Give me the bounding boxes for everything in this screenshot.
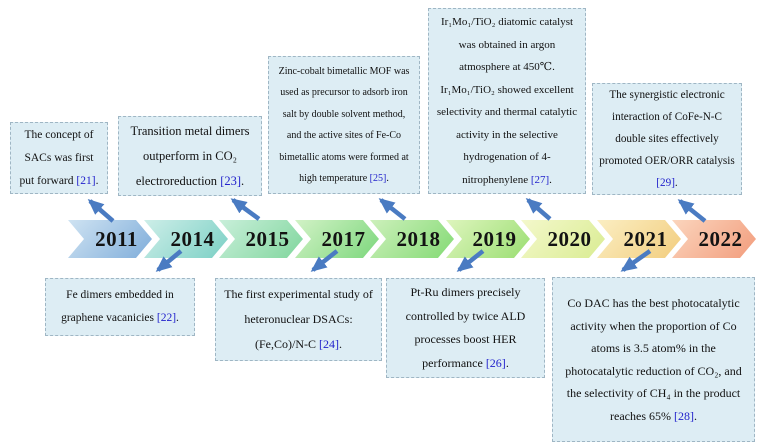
year-label: 2019 bbox=[472, 226, 517, 251]
note-co-dac: Co DAC has the best photocatalytic activ… bbox=[552, 277, 755, 442]
note-sacs-concept: The concept of SACs was first put forwar… bbox=[10, 122, 108, 194]
timeline-year-2020: 2020 bbox=[521, 220, 605, 258]
year-label: 2021 bbox=[623, 226, 668, 251]
reference-citation: [26] bbox=[485, 355, 506, 370]
reference-citation: [27] bbox=[530, 173, 550, 186]
note-text: The first experimental study of heteronu… bbox=[224, 287, 373, 351]
note-fe-dimers: Fe dimers embedded in graphene vacanicie… bbox=[45, 278, 195, 336]
note-text: . bbox=[95, 174, 99, 187]
note-text: Ir₁Mo₁/TiO₂ diatomic catalyst was obtain… bbox=[436, 16, 578, 186]
reference-citation: [24] bbox=[319, 337, 339, 351]
note-cofe-nc: The synergistic electronic interaction o… bbox=[592, 83, 742, 195]
connector-arrow-2011-up bbox=[87, 199, 115, 223]
note-text: . bbox=[505, 355, 509, 370]
connector-arrow-2022-up bbox=[677, 199, 707, 223]
year-label: 2017 bbox=[321, 226, 366, 251]
timeline-year-2019: 2019 bbox=[446, 220, 530, 258]
year-label: 2015 bbox=[245, 226, 290, 251]
note-text: . bbox=[386, 173, 389, 184]
reference-citation: [25] bbox=[369, 173, 387, 184]
note-text: Pt-Ru dimers precisely controlled by twi… bbox=[405, 285, 526, 370]
timeline-year-2022: 2022 bbox=[672, 220, 756, 258]
reference-citation: [29] bbox=[656, 177, 675, 189]
timeline-year-2011: 2011 bbox=[68, 220, 152, 258]
year-label: 2014 bbox=[170, 226, 215, 251]
note-text: . bbox=[693, 408, 697, 423]
year-label: 2020 bbox=[547, 226, 592, 251]
reference-citation: [28] bbox=[673, 408, 694, 423]
note-zinc-cobalt-mof: Zinc-cobalt bimetallic MOF was used as p… bbox=[268, 56, 420, 194]
note-transition-metal-dimers: Transition metal dimers outperform in CO… bbox=[118, 116, 262, 196]
note-text: . bbox=[674, 177, 678, 189]
note-text: Fe dimers embedded in graphene vacanicie… bbox=[61, 289, 174, 324]
note-text: The synergistic electronic interaction o… bbox=[599, 89, 735, 167]
timeline-year-2021: 2021 bbox=[597, 220, 681, 258]
note-text: . bbox=[241, 173, 245, 188]
note-text: . bbox=[339, 337, 342, 351]
reference-citation: [22] bbox=[156, 312, 177, 324]
timeline-year-2015: 2015 bbox=[219, 220, 303, 258]
connector-arrow-2020-up bbox=[525, 198, 552, 221]
timeline-year-2018: 2018 bbox=[370, 220, 454, 258]
note-heteronuclear-dsacs: The first experimental study of heteronu… bbox=[215, 278, 382, 361]
timeline-year-2017: 2017 bbox=[295, 220, 379, 258]
year-label: 2022 bbox=[698, 226, 743, 251]
reference-citation: [23] bbox=[220, 173, 242, 188]
note-text: Zinc-cobalt bimetallic MOF was used as p… bbox=[278, 65, 410, 185]
note-text: Co DAC has the best photocatalytic activ… bbox=[565, 296, 742, 423]
year-label: 2018 bbox=[396, 226, 441, 251]
note-text: . bbox=[549, 173, 552, 186]
connector-arrow-2015-up bbox=[230, 198, 261, 221]
note-text: The concept of SACs was first put forwar… bbox=[19, 128, 94, 187]
timeline-year-2014: 2014 bbox=[144, 220, 228, 258]
reference-citation: [21] bbox=[76, 174, 96, 187]
year-label: 2011 bbox=[95, 226, 138, 251]
note-ir-mo-tio2: Ir₁Mo₁/TiO₂ diatomic catalyst was obtain… bbox=[428, 8, 586, 194]
note-text: Transition metal dimers outperform in CO… bbox=[130, 123, 250, 188]
note-text: . bbox=[176, 312, 179, 324]
connector-arrow-2018-up bbox=[378, 198, 407, 221]
note-pt-ru-dimers: Pt-Ru dimers precisely controlled by twi… bbox=[386, 278, 545, 378]
